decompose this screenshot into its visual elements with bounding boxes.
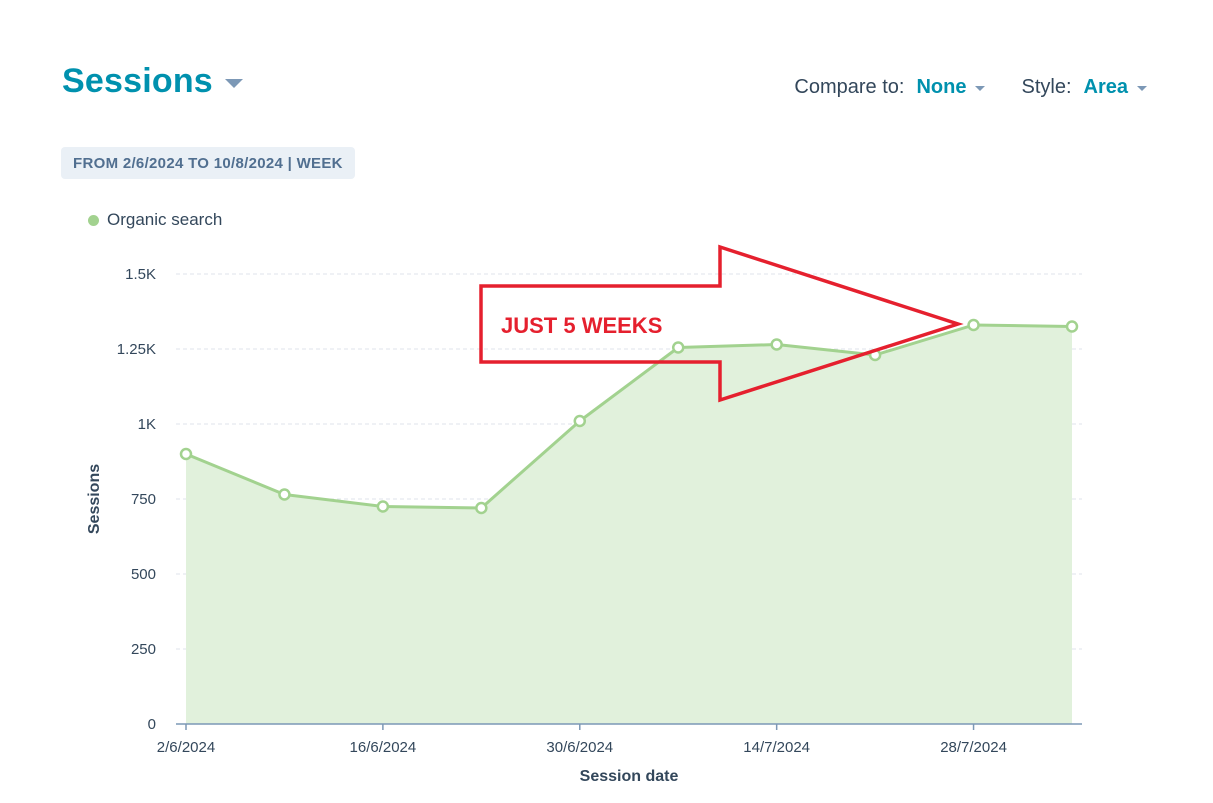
chevron-down-icon [1137, 85, 1147, 91]
y-tick-label: 250 [131, 641, 156, 658]
data-point[interactable] [671, 341, 685, 354]
data-point[interactable] [1065, 320, 1079, 333]
arrow-shape [479, 244, 964, 403]
annotation-text: JUST 5 WEEKS [501, 313, 662, 338]
chevron-down-icon [224, 79, 243, 88]
chart-legend: Organic search [88, 210, 222, 230]
data-point[interactable] [179, 447, 193, 461]
y-tick-label: 750 [131, 491, 156, 508]
data-points[interactable] [179, 318, 1079, 515]
data-point[interactable] [376, 500, 390, 513]
style-dropdown[interactable]: Style: Area [1021, 76, 1147, 99]
y-tick-label: 0 [148, 716, 156, 733]
legend-swatch [88, 214, 99, 226]
data-point[interactable] [967, 318, 980, 332]
y-tick-label: 500 [131, 566, 156, 583]
x-axis-title: Session date [580, 768, 679, 785]
data-point[interactable] [475, 501, 488, 515]
data-point[interactable] [770, 338, 783, 351]
x-tick-label: 28/7/2024 [940, 739, 1007, 756]
annotation-arrow: JUST 5 WEEKS [479, 244, 964, 403]
y-axis: 0 250 500 750 1K 1.25K 1.5K [117, 266, 156, 733]
x-tick-label: 30/6/2024 [546, 739, 613, 756]
x-tick-label: 2/6/2024 [157, 739, 215, 756]
y-tick-label: 1.5K [125, 266, 156, 283]
compare-to-value: None [916, 76, 967, 98]
x-tick-label: 16/6/2024 [350, 739, 417, 756]
x-tick-label: 14/7/2024 [743, 739, 810, 756]
report-title-dropdown[interactable]: Sessions [62, 62, 243, 101]
style-label: Style: [1021, 76, 1072, 98]
area-series [185, 323, 1073, 724]
x-axis: 2/6/2024 16/6/2024 30/6/2024 14/7/2024 28/7/… [157, 723, 1082, 756]
date-range-badge: FROM 2/6/2024 TO 10/8/2024 | WEEK [61, 147, 355, 179]
data-point[interactable] [278, 488, 291, 501]
y-axis-title: Sessions [86, 464, 103, 534]
chart-controls: Compare to: None Style: Area [794, 76, 1147, 99]
y-tick-label: 1.25K [117, 341, 156, 358]
compare-to-dropdown[interactable]: Compare to: None [794, 76, 986, 99]
chevron-down-icon [975, 85, 986, 91]
report-title: Sessions [62, 62, 213, 100]
compare-to-label: Compare to: [794, 76, 905, 98]
style-value: Area [1083, 76, 1128, 98]
area-fill [186, 325, 1072, 724]
y-tick-label: 1K [138, 416, 156, 433]
series-line [185, 323, 1073, 510]
data-point[interactable] [573, 414, 587, 428]
legend-label: Organic search [107, 210, 223, 229]
